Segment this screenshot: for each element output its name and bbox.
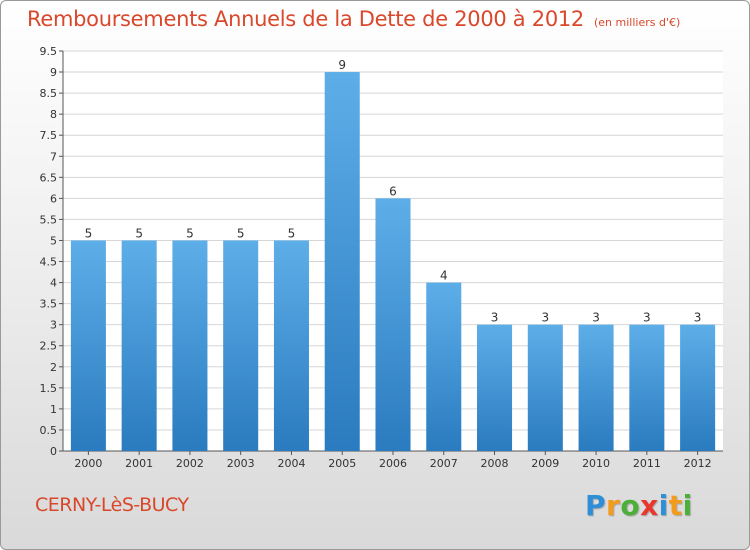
y-tick-label: 8.5 — [40, 87, 58, 100]
y-tick-label: 7 — [50, 150, 57, 163]
logo-letter: t — [668, 489, 683, 522]
y-tick-label: 1.5 — [40, 382, 58, 395]
logo-letter: r — [606, 489, 621, 522]
y-tick-label: 4.5 — [40, 256, 58, 269]
bar — [680, 324, 716, 451]
x-tick-label: 2001 — [125, 457, 153, 470]
x-tick-label: 2005 — [328, 457, 356, 470]
bar — [426, 282, 462, 451]
logo-letter: i — [682, 489, 693, 522]
bar-value-label: 6 — [389, 184, 397, 198]
bar — [70, 240, 106, 451]
bar-value-label: 3 — [491, 311, 499, 325]
bar-value-label: 3 — [643, 311, 651, 325]
logo-letter: x — [640, 489, 659, 522]
x-tick-label: 2002 — [176, 457, 204, 470]
y-tick-label: 5.5 — [40, 213, 58, 226]
bar — [477, 324, 513, 451]
bar — [121, 240, 157, 451]
y-tick-label: 4 — [50, 277, 57, 290]
chart-title-text: Remboursements Annuels de la Dette de 20… — [27, 7, 584, 31]
y-tick-label: 3 — [50, 319, 57, 332]
y-tick-label: 8 — [50, 108, 57, 121]
bar — [375, 198, 411, 451]
logo-letter: P — [585, 489, 607, 522]
x-tick-label: 2009 — [531, 457, 559, 470]
bar-value-label: 3 — [541, 311, 549, 325]
x-tick-label: 2006 — [379, 457, 407, 470]
y-tick-label: 6 — [50, 192, 57, 205]
logo-letter: i — [658, 489, 669, 522]
y-tick-label: 2 — [50, 361, 57, 374]
bar — [273, 240, 309, 451]
bar-value-label: 3 — [592, 311, 600, 325]
y-tick-label: 0.5 — [40, 424, 58, 437]
chart-title: Remboursements Annuels de la Dette de 20… — [27, 7, 680, 31]
x-tick-label: 2004 — [277, 457, 305, 470]
bar — [578, 324, 614, 451]
x-tick-label: 2007 — [430, 457, 458, 470]
y-tick-label: 0 — [50, 445, 57, 458]
bar — [324, 72, 360, 451]
proxiti-logo: Proxiti — [585, 489, 693, 522]
y-tick-label: 7.5 — [40, 129, 58, 142]
y-tick-label: 6.5 — [40, 171, 58, 184]
x-tick-label: 2008 — [481, 457, 509, 470]
x-tick-label: 2012 — [684, 457, 712, 470]
y-tick-label: 9 — [50, 66, 57, 79]
bar — [629, 324, 665, 451]
x-tick-label: 2011 — [633, 457, 661, 470]
bar-value-label: 9 — [338, 58, 346, 72]
x-tick-label: 2003 — [227, 457, 255, 470]
bar-value-label: 5 — [288, 226, 296, 240]
y-tick-label: 9.5 — [40, 45, 58, 58]
x-tick-label: 2000 — [74, 457, 102, 470]
logo-letter: o — [620, 489, 641, 522]
commune-name: CERNY-LèS-BUCY — [35, 494, 189, 516]
bar — [527, 324, 563, 451]
y-tick-label: 1 — [50, 403, 57, 416]
bar — [172, 240, 208, 451]
chart-unit-note: (en milliers d'€) — [594, 16, 681, 29]
bar-value-label: 5 — [237, 226, 245, 240]
bar-value-label: 5 — [85, 226, 93, 240]
y-tick-label: 5 — [50, 234, 57, 247]
bar-value-label: 5 — [135, 226, 143, 240]
bar — [223, 240, 259, 451]
x-tick-label: 2010 — [582, 457, 610, 470]
y-tick-label: 2.5 — [40, 340, 58, 353]
bar-value-label: 4 — [440, 269, 448, 283]
y-tick-label: 3.5 — [40, 298, 58, 311]
bar-value-label: 5 — [186, 226, 194, 240]
bar-value-label: 3 — [694, 311, 702, 325]
